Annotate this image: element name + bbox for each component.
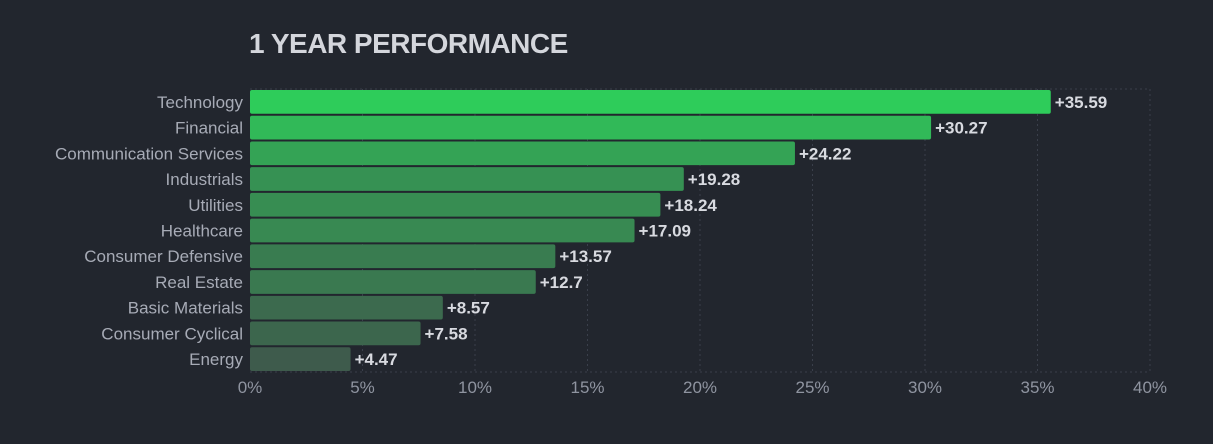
value-label: +30.27: [935, 119, 987, 138]
bar: [250, 270, 536, 294]
value-label: +7.58: [425, 324, 468, 343]
bar: [250, 347, 351, 371]
x-axis-ticks: 0% 5% 10% 15% 20% 25% 30% 35% 40%: [238, 378, 1167, 397]
category-label: Communication Services: [55, 144, 243, 163]
x-tick-label: 0%: [238, 378, 263, 397]
x-tick-label: 15%: [570, 378, 604, 397]
value-label: +8.57: [447, 299, 490, 318]
bar: [250, 167, 684, 191]
value-label: +4.47: [355, 350, 398, 369]
category-label: Consumer Defensive: [84, 247, 243, 266]
bars: [250, 90, 1051, 371]
category-label: Consumer Cyclical: [101, 324, 243, 343]
value-label: +18.24: [664, 196, 717, 215]
x-tick-label: 25%: [795, 378, 829, 397]
category-label: Financial: [175, 119, 243, 138]
bar: [250, 141, 795, 166]
bar: [250, 192, 661, 217]
x-tick-label: 30%: [908, 378, 942, 397]
bar: [250, 115, 932, 140]
category-label: Real Estate: [155, 273, 243, 292]
x-tick-label: 35%: [1020, 378, 1054, 397]
bar: [250, 295, 443, 320]
category-label: Utilities: [188, 196, 243, 215]
value-label: +35.59: [1055, 93, 1107, 112]
value-label: +24.22: [799, 144, 851, 163]
category-label: Energy: [189, 350, 243, 369]
x-tick-label: 10%: [458, 378, 492, 397]
x-tick-label: 5%: [350, 378, 375, 397]
category-label: Healthcare: [161, 222, 243, 241]
bar: [250, 244, 556, 269]
value-labels: +35.59 +30.27 +24.22 +19.28 +18.24 +17.09 +13.…: [355, 93, 1108, 369]
x-tick-label: 40%: [1133, 378, 1167, 397]
bar: [250, 321, 421, 346]
category-label: Industrials: [166, 170, 243, 189]
value-label: +19.28: [688, 170, 740, 189]
x-tick-label: 20%: [683, 378, 717, 397]
bar: [250, 218, 635, 243]
value-label: +12.7: [540, 273, 583, 292]
bar: [250, 90, 1051, 114]
value-label: +17.09: [639, 222, 691, 241]
value-label: +13.57: [559, 247, 611, 266]
category-labels: Technology Financial Communication Service…: [55, 93, 244, 369]
category-label: Basic Materials: [128, 299, 243, 318]
category-label: Technology: [157, 93, 244, 112]
chart-title: 1 YEAR PERFORMANCE: [249, 28, 568, 59]
